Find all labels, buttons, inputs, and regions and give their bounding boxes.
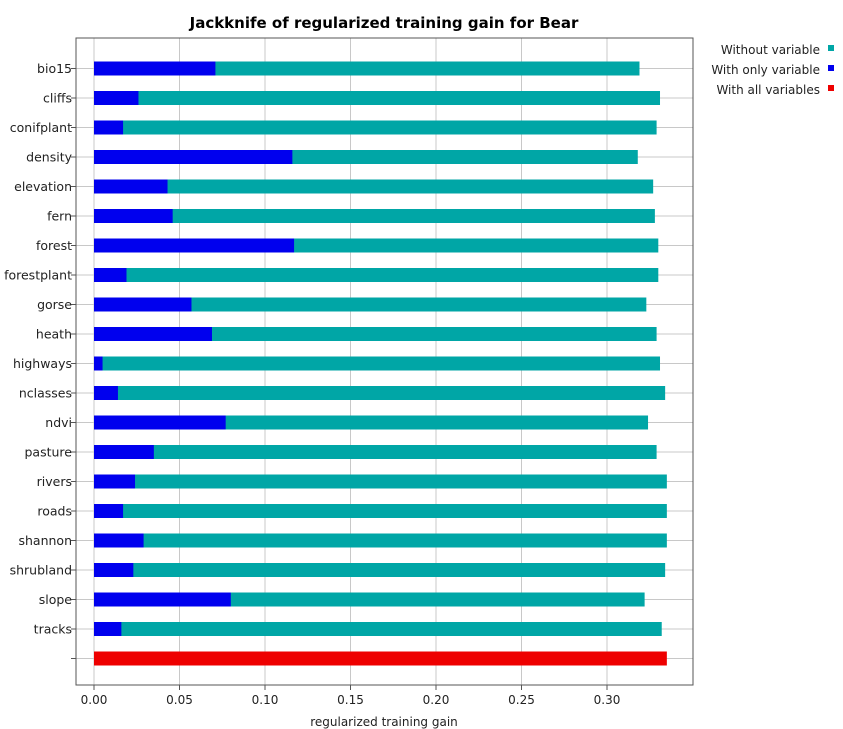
category-label-gorse: gorse — [37, 297, 72, 312]
bar-only-roads — [94, 504, 124, 518]
legend-swatch-with-all-variables — [828, 85, 834, 91]
bar-without-nclasses — [94, 386, 666, 400]
bar-only-elevation — [94, 179, 168, 194]
plot-frame — [75, 37, 694, 686]
y-axis: bio15 cliffs conifplant density elevation fer… — [4, 61, 76, 659]
category-label-cliffs: cliffs — [43, 91, 72, 106]
bar-only-cliffs — [94, 91, 139, 105]
category-label-elevation: elevation — [14, 179, 72, 194]
category-label-slope: slope — [39, 592, 73, 607]
bar-without-shrubland — [94, 563, 666, 577]
category-label-fern: fern — [47, 209, 72, 224]
bar-without-tracks — [94, 622, 662, 636]
bar-without-rivers — [94, 474, 667, 489]
category-label-forestplant: forestplant — [4, 268, 72, 283]
category-label-tracks: tracks — [34, 622, 72, 637]
category-label-highways: highways — [13, 356, 72, 371]
bar-without-slope — [94, 592, 645, 607]
legend: Without variable With only variable With a… — [711, 43, 834, 97]
chart-title: Jackknife of regularized training gain f… — [189, 14, 579, 32]
bar-only-density — [94, 150, 293, 164]
bar-only-heath — [94, 327, 212, 341]
bar-without-fern — [94, 209, 655, 223]
bar-only-fern — [94, 209, 173, 223]
category-label-density: density — [26, 150, 72, 165]
bar-without-elevation — [94, 179, 654, 194]
category-label-ndvi: ndvi — [45, 415, 72, 430]
category-label-roads: roads — [37, 504, 72, 519]
bar-all-variables — [94, 651, 667, 666]
bar-without-pasture — [94, 445, 657, 459]
bar-only-shrubland — [94, 563, 134, 577]
bar-without-heath — [94, 327, 657, 341]
x-tick-label-4: 0.20 — [423, 693, 450, 707]
category-label-shrubland: shrubland — [10, 563, 72, 578]
bar-without-gorse — [94, 297, 647, 312]
category-label-bio15: bio15 — [37, 61, 72, 76]
bar-without-cliffs — [94, 91, 661, 105]
bar-without-forestplant — [94, 268, 659, 282]
legend-swatch-without-variable — [828, 45, 834, 51]
legend-label-without-variable: Without variable — [721, 43, 820, 57]
category-label-pasture: pasture — [25, 445, 73, 460]
category-label-shannon: shannon — [18, 533, 72, 548]
bar-only-forest — [94, 238, 295, 253]
x-tick-label-2: 0.10 — [252, 693, 279, 707]
bar-only-rivers — [94, 474, 136, 489]
category-label-conifplant: conifplant — [10, 120, 72, 135]
x-axis: 0.00 0.05 0.10 0.15 0.20 0.25 0.30 — [81, 685, 621, 707]
bar-only-bio15 — [94, 61, 216, 76]
legend-swatch-with-only-variable — [828, 65, 834, 71]
x-tick-label-3: 0.15 — [337, 693, 364, 707]
x-tick-label-6: 0.30 — [594, 693, 621, 707]
bar-without-shannon — [94, 533, 667, 548]
bar-only-shannon — [94, 533, 144, 548]
bar-only-conifplant — [94, 120, 124, 135]
bar-without-conifplant — [94, 120, 657, 135]
bar-only-pasture — [94, 445, 154, 459]
bar-without-highways — [94, 356, 661, 371]
legend-label-with-only-variable: With only variable — [711, 63, 820, 77]
bar-without-bio15 — [94, 61, 640, 76]
legend-label-with-all-variables: With all variables — [716, 83, 820, 97]
category-label-heath: heath — [36, 327, 72, 342]
bar-only-ndvi — [94, 415, 226, 430]
bars — [94, 61, 667, 666]
x-tick-label-1: 0.05 — [166, 693, 193, 707]
bar-only-nclasses — [94, 386, 118, 400]
x-tick-label-5: 0.25 — [508, 693, 535, 707]
x-tick-label-0: 0.00 — [81, 693, 108, 707]
bar-only-tracks — [94, 622, 122, 636]
bar-without-ndvi — [94, 415, 649, 430]
bar-only-gorse — [94, 297, 192, 312]
category-label-rivers: rivers — [37, 474, 72, 489]
category-label-forest: forest — [36, 238, 72, 253]
bar-only-forestplant — [94, 268, 127, 282]
x-axis-title: regularized training gain — [310, 715, 458, 729]
bar-only-highways — [94, 356, 103, 371]
bar-only-slope — [94, 592, 231, 607]
category-label-nclasses: nclasses — [19, 386, 72, 401]
bar-without-roads — [94, 504, 667, 518]
